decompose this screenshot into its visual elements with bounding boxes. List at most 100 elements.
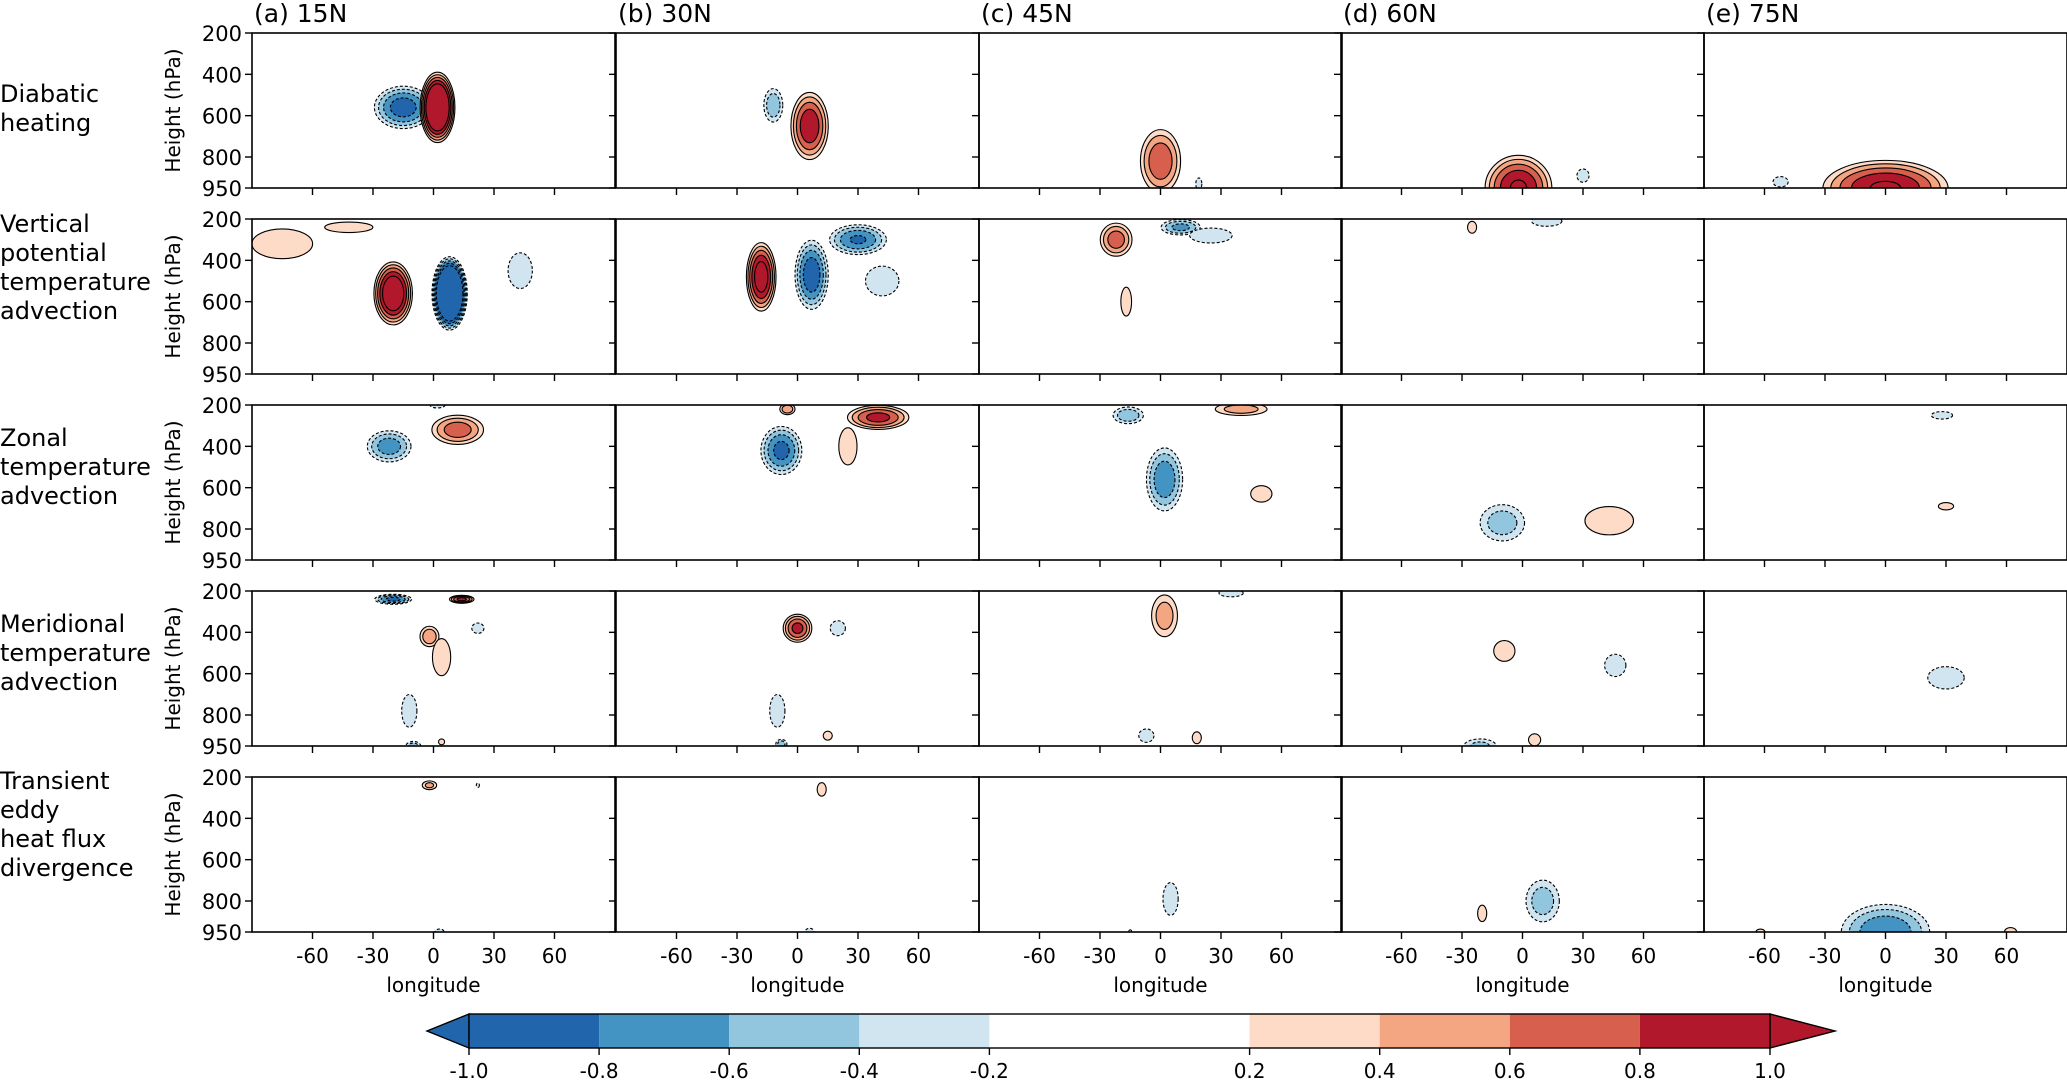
panel-r3-c1	[609, 590, 980, 753]
contour-pos-0p2	[1250, 485, 1273, 503]
contour-neg-m0p8	[385, 596, 401, 602]
contour-neg-m0p4	[1116, 408, 1140, 422]
y-tick-label: 800	[202, 518, 242, 542]
axes-frame	[251, 776, 616, 933]
contour-pos-0p4	[1155, 601, 1174, 631]
panel-r3-c3	[1334, 590, 1705, 753]
contour-neg-m0p2	[1138, 728, 1155, 743]
column-title: (c) 45N	[981, 0, 1073, 28]
contour-pos-0p2	[437, 738, 446, 746]
colorbar-extend-min	[425, 1012, 470, 1050]
contour-pos-0p2	[252, 228, 314, 260]
contour-neg-m0p2	[829, 620, 846, 637]
contour-neg-m0p2	[1771, 748, 1798, 752]
colorbar-tick-label: 0.4	[1364, 1059, 1396, 1082]
y-tick-label: 800	[202, 146, 242, 170]
contour-pos-0p8	[1499, 169, 1538, 188]
contour-pos-0p2	[1527, 733, 1542, 746]
x-tick-label: -60	[296, 944, 329, 968]
x-tick-label: -60	[1385, 944, 1418, 968]
y-tick-label: 950	[202, 921, 242, 945]
colorbar-tick-label: -0.2	[970, 1059, 1009, 1082]
contour-neg-m0p2	[475, 782, 480, 789]
x-axis-label: longitude	[1113, 973, 1207, 997]
y-axis-label: Height (hPa)	[161, 606, 185, 730]
x-tick-label: 30	[845, 944, 870, 968]
y-tick-label: 600	[202, 477, 242, 501]
x-axis-label: longitude	[750, 973, 844, 997]
contour-pos-0p4	[422, 628, 437, 645]
panel-r3-c2	[972, 590, 1343, 753]
y-tick-label: 200	[202, 394, 242, 418]
axes-frame	[978, 218, 1343, 375]
panel-r1-c2	[972, 218, 1343, 381]
colorbar-tick-label: -0.4	[840, 1059, 879, 1082]
panel-r0-c4: (e) 75N	[1697, 0, 2067, 195]
colorbar-tick-label: 0.6	[1494, 1059, 1526, 1082]
contour-pos-0p8	[799, 108, 820, 144]
contour-neg-m0p6	[377, 437, 402, 456]
y-tick-label: 400	[202, 621, 242, 645]
contour-neg-m0p2	[1195, 177, 1203, 188]
y-tick-label: 800	[202, 332, 242, 356]
y-tick-label: 600	[202, 291, 242, 315]
row-label-vertical-advection: Vertical potential temperature advection	[0, 210, 151, 325]
contour-pos-0p2	[838, 427, 858, 466]
panel-r2-c0: 200 400 600 800 950 Height (hPa)	[161, 394, 616, 573]
contour-neg-m0p8	[773, 440, 790, 461]
colorbar-segment-4	[989, 1014, 1250, 1048]
colorbar-segment-7	[1509, 1014, 1640, 1048]
axes-frame	[1340, 590, 1705, 747]
column-title: (d) 60N	[1343, 0, 1437, 28]
colorbar-tick-label: -0.8	[580, 1059, 619, 1082]
contour-pos-0p2	[324, 221, 374, 234]
panel-r2-c1	[609, 404, 980, 567]
x-tick-label: -60	[660, 944, 693, 968]
column-title: (a) 15N	[254, 0, 347, 28]
axes-frame	[978, 776, 1343, 933]
panel-r1-c1	[609, 218, 980, 381]
contour-neg-m0p2	[769, 693, 786, 728]
contour-pos-0p2	[822, 730, 833, 741]
y-tick-label: 400	[202, 435, 242, 459]
colorbar-tick-label: 0.2	[1234, 1059, 1266, 1082]
contour-pos-0p2	[2003, 926, 2018, 932]
colorbar-tick-label: -1.0	[449, 1059, 488, 1082]
colorbar-frame	[468, 1013, 1771, 1049]
x-tick-label: 0	[1879, 944, 1892, 968]
contour-neg-m0p2	[471, 622, 485, 634]
panel-r4-c2: -60 -30 0 30 60 longitude	[972, 776, 1343, 997]
panel-r4-c1: -60 -30 0 30 60 longitude	[609, 776, 980, 997]
x-tick-label: -60	[1023, 944, 1056, 968]
x-tick-label: 0	[1516, 944, 1529, 968]
axes-frame	[615, 404, 980, 561]
contour-neg-m0p2	[1927, 666, 1965, 690]
contour-neg-m0p4	[1487, 510, 1518, 536]
y-tick-label: 400	[202, 807, 242, 831]
y-tick-label: 200	[202, 208, 242, 232]
panel-r1-c4	[1697, 218, 2067, 381]
contour-pos-0p6	[1107, 230, 1125, 249]
colorbar-extend-max	[1769, 1013, 1838, 1049]
y-tick-label: 950	[202, 177, 242, 201]
y-axis-label: Height (hPa)	[161, 48, 185, 172]
y-tick-label: 200	[202, 580, 242, 604]
contour-pos-0p2	[1937, 501, 1955, 511]
y-axis-label: Height (hPa)	[161, 792, 185, 916]
y-tick-label: 600	[202, 849, 242, 873]
contour-neg-m0p2	[1189, 227, 1233, 244]
row-label-diabatic-heating: Diabatic heating	[0, 80, 100, 137]
colorbar-segment-0	[469, 1014, 600, 1048]
axes-frame	[1703, 404, 2067, 561]
contour-pos-0p2	[1493, 639, 1516, 662]
panel-r4-c3: -60 -30 0 30 60 longitude	[1334, 776, 1705, 997]
contour-pos-0p8	[791, 622, 804, 635]
contour-neg-m0p4	[1470, 741, 1491, 746]
y-tick-label: 200	[202, 766, 242, 790]
contour-neg-m0p6	[1171, 223, 1190, 232]
contour-neg-m0p2	[1930, 411, 1954, 420]
contour-pos-0p2	[1191, 731, 1202, 745]
colorbar-segment-5	[1249, 1014, 1380, 1048]
x-tick-label: 30	[1208, 944, 1233, 968]
